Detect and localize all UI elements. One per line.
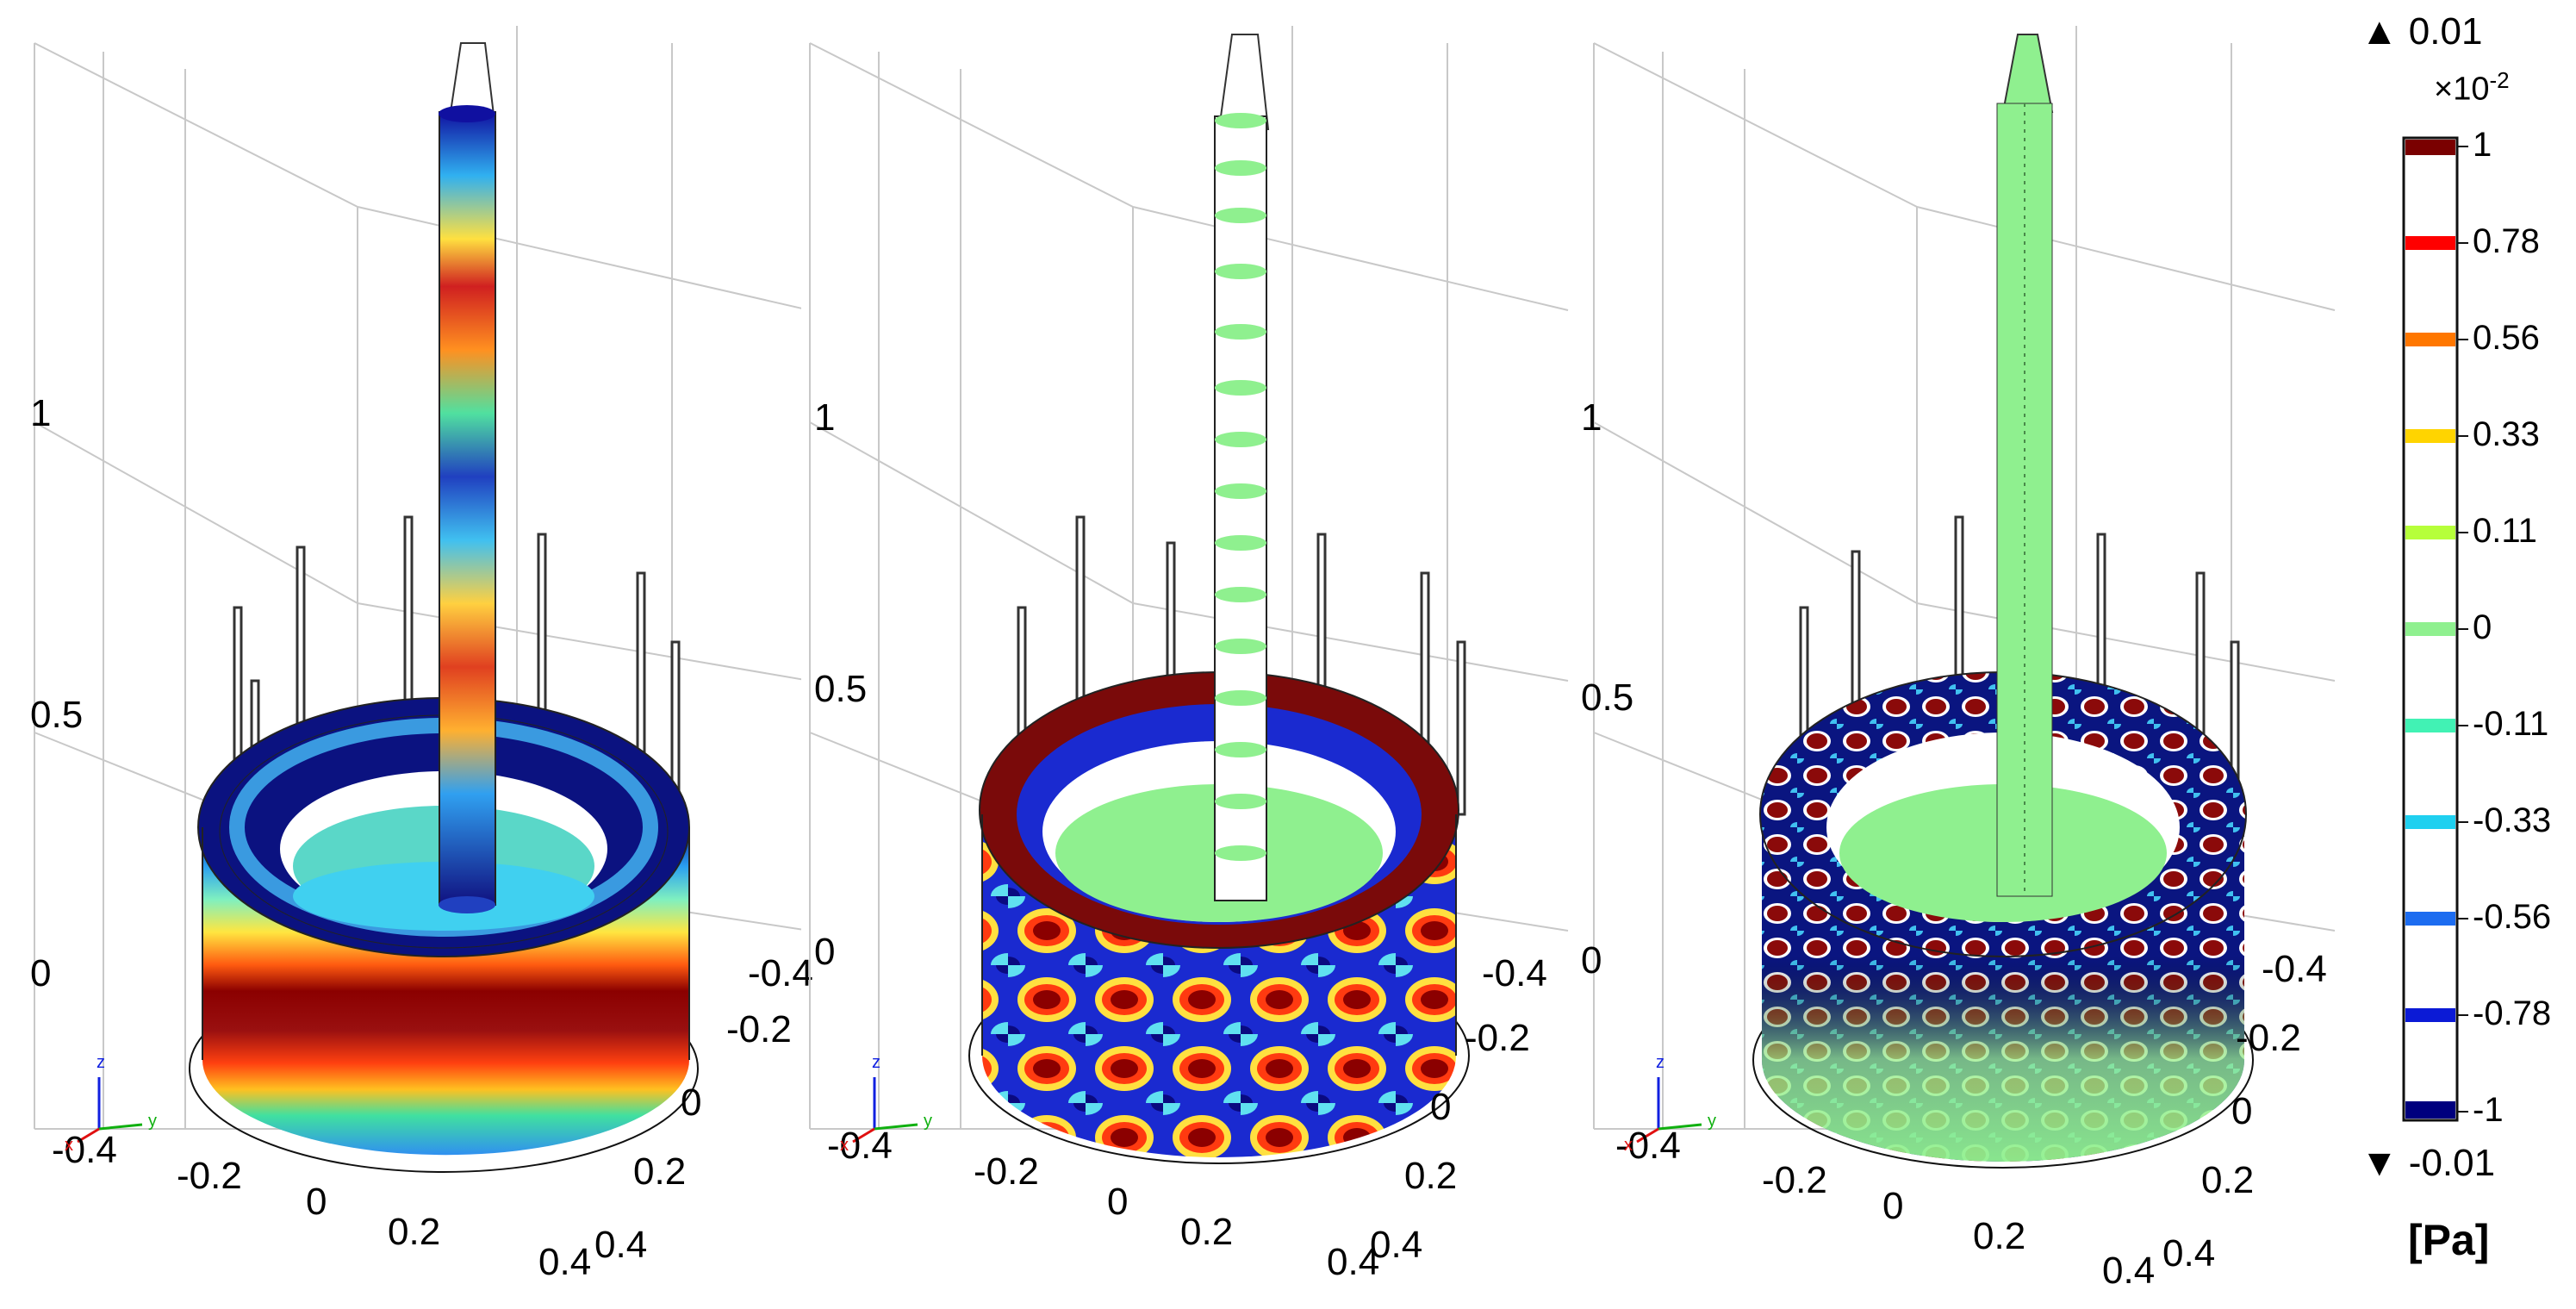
x-tick: -0.2 [177,1155,242,1197]
y-tick: 0.2 [1404,1155,1458,1197]
x-tick: 0.2 [1180,1211,1234,1253]
y-tick: 0.4 [2162,1232,2216,1275]
triad-z-label: z [872,1053,880,1072]
axis-triad-3 [1636,1077,1702,1144]
colorbar-tick-label: 0.33 [2473,415,2540,453]
y-tick: -0.2 [2236,1017,2301,1059]
triad-x-label: x [65,1136,73,1155]
cylinder-1 [189,697,699,1173]
colorbar-band-5 [2405,622,2455,636]
colorbar-exponent-base: ×10 [2434,71,2490,108]
colorbar-band-2 [2405,333,2455,346]
colorbar-exponent: ×10-2 [2434,67,2510,109]
axis-frame-2 [809,26,1569,1130]
x-tick: -0.4 [827,1125,893,1167]
z-tick-1: 1 [1581,396,1602,439]
panel-2-graphic [809,26,1569,1164]
colorbar-band-4 [2405,526,2455,539]
y-tick: -0.2 [1465,1017,1530,1059]
max-triangle-icon: ▲ [2361,10,2399,53]
colorbar-tick-label: 1 [2473,126,2492,164]
triad-y-label: y [924,1112,932,1131]
z-tick-0: 0 [1581,939,1602,982]
y-tick: 0.2 [633,1150,687,1193]
colorbar-band-0 [2405,140,2455,153]
triad-y-label: y [1708,1112,1716,1131]
z-tick-1: 1 [814,396,836,439]
y-tick: -0.4 [1482,952,1547,994]
colorbar-tick-label: 0.56 [2473,319,2540,357]
z-tick-0: 0 [30,952,52,994]
colorbar-tick-label: 0.11 [2473,512,2537,550]
triad-y-label: y [148,1112,157,1131]
colorbar-tick-label: 0 [2473,608,2492,646]
z-tick-0.5: 0.5 [1581,676,1634,719]
plot-panel-2: 1 0.5 0 -0.4 -0.2 0 0.2 0.4 -0.4 -0.2 0 … [775,0,1577,1309]
colorbar-tick-label: 0.78 [2473,222,2540,260]
colorbar-band-9 [2405,1008,2455,1022]
colorbar-graphic [2402,136,2468,1122]
colorbar-band-6 [2405,719,2455,732]
x-tick: -0.4 [1615,1125,1681,1167]
colorbar-min-label: -0.01 [2408,1142,2496,1184]
x-tick: -0.2 [974,1150,1039,1193]
z-tick-1: 1 [30,392,52,434]
central-column-3 [1996,34,2054,897]
min-triangle-icon: ▼ [2361,1142,2399,1184]
x-tick: 0.2 [388,1211,441,1253]
y-tick: -0.2 [726,1008,792,1050]
colorbar-swatch-navy [2405,1101,2455,1119]
colorbar-legend: ▲ 0.01 ×10-2 1 0.78 0.56 0.33 0.11 0 -0.11 -0.3… [2343,0,2576,1309]
colorbar-band-1 [2405,236,2455,250]
x-tick: 0.4 [2102,1250,2156,1292]
x-tick: 0 [1107,1181,1129,1223]
panel-3-graphic [1593,26,2336,1169]
y-tick: 0.4 [594,1224,648,1266]
colorbar-min: ▼ -0.01 [2361,1142,2495,1185]
central-column-2 [1214,34,1270,901]
central-column-1 [439,42,497,913]
colorbar-tick-marks [2405,140,2468,1119]
colorbar-exponent-power: -2 [2489,67,2510,93]
y-tick: 0 [681,1081,702,1124]
colorbar-unit: [Pa] [2408,1216,2490,1264]
colorbar-max-label: 0.01 [2408,10,2483,53]
colorbar-tick-label: -0.56 [2473,898,2552,936]
y-tick: -0.4 [748,952,813,994]
plot-panel-3: 1 0.5 0 -0.4 -0.2 0 0.2 0.4 -0.4 -0.2 0 … [1559,0,2361,1309]
colorbar-tick-label: -0.11 [2473,705,2549,743]
colorbar-max: ▲ 0.01 [2361,10,2482,53]
colorbar-tick-label: -0.78 [2473,994,2552,1032]
z-tick-0.5: 0.5 [30,694,84,736]
triad-z-label: z [1656,1053,1664,1072]
y-tick: -0.4 [2262,948,2327,990]
colorbar-band-3 [2405,429,2455,443]
x-tick: 0.4 [1327,1241,1380,1283]
y-tick: 0 [2231,1090,2253,1132]
triad-z-label: z [96,1053,105,1072]
x-tick: 0.4 [538,1241,592,1283]
plot-panel-1: 1 0.5 0 -0.4 -0.2 0 0.2 0.4 -0.4 -0.2 0 … [0,0,813,1309]
x-tick: 0 [1882,1185,1904,1227]
colorbar-band-8 [2405,912,2455,926]
triad-x-label: x [840,1136,849,1155]
axis-triad-1 [77,1077,143,1144]
x-tick: 0.2 [1973,1215,2026,1257]
y-tick: 0 [1430,1086,1452,1128]
axis-triad-2 [852,1077,918,1144]
x-tick: -0.2 [1762,1159,1827,1201]
z-tick-0.5: 0.5 [814,668,868,710]
y-tick: 0.4 [1370,1224,1423,1266]
triad-x-label: x [1624,1136,1633,1155]
colorbar-tick-label: -1 [2473,1091,2504,1129]
z-tick-0: 0 [814,931,836,973]
panel-1-graphic [34,26,801,1173]
x-tick: -0.4 [52,1129,117,1171]
x-tick: 0 [306,1181,327,1223]
colorbar-band-7 [2405,815,2455,829]
y-tick: 0.2 [2201,1159,2255,1201]
colorbar-tick-label: -0.33 [2473,801,2552,839]
